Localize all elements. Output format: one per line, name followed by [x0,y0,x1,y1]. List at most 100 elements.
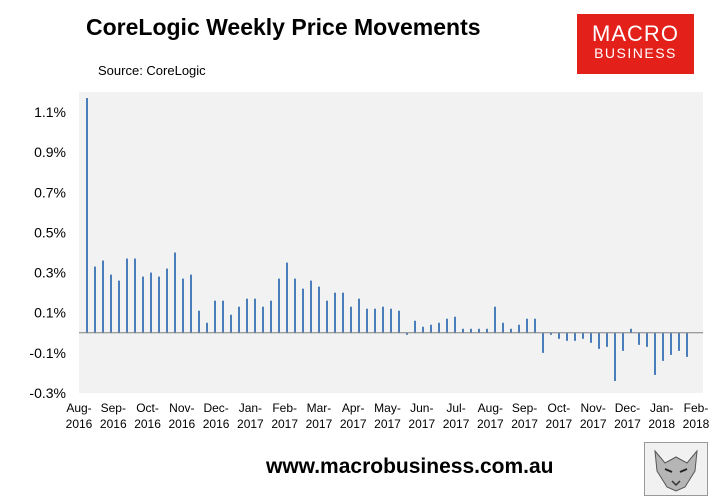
data-bar [286,262,288,333]
data-bar [590,332,592,343]
data-bar [518,324,520,333]
data-bar [198,310,200,333]
data-bar [422,326,424,333]
data-bar [166,268,168,333]
data-bar [270,300,272,333]
data-bar [262,306,264,333]
y-tick-label: 0.7% [34,184,66,200]
data-bar [446,318,448,333]
y-tick-label: 0.3% [34,265,66,281]
data-bar [414,320,416,333]
data-bar [374,308,376,333]
macrobusiness-logo: MACRO BUSINESS [577,14,694,74]
x-tick-label: Dec-2016 [203,401,230,431]
data-bar [622,332,624,351]
x-tick-label: Apr-2017 [340,401,367,431]
x-tick-label: Nov-2016 [168,401,195,431]
logo-line-1: MACRO [592,21,679,46]
data-bar [470,328,472,333]
logo-line-2: BUSINESS [594,45,677,61]
data-bar [462,328,464,333]
data-bar [430,324,432,333]
x-tick-label: Oct-2016 [134,401,161,431]
data-bar [158,276,160,333]
data-bar [294,278,296,333]
data-bar [254,298,256,333]
y-tick-label: 0.9% [34,144,66,160]
data-bar [342,292,344,333]
data-bar [230,314,232,333]
bars [86,98,688,381]
data-bar [582,332,584,339]
x-tick-label: May-2017 [374,401,401,431]
footer-url: www.macrobusiness.com.au [266,455,554,478]
chart-title: CoreLogic Weekly Price Movements [86,14,481,40]
data-bar [238,306,240,333]
x-tick-label: Nov-2017 [580,401,607,431]
x-tick-label: Oct-2017 [546,401,573,431]
x-tick-label: Dec-2017 [614,401,641,431]
plot-area [79,92,703,393]
x-tick-label: Jan-2017 [237,401,264,431]
data-bar [310,280,312,333]
data-bar [630,328,632,333]
data-bar [606,332,608,347]
data-bar [438,322,440,333]
x-tick-label: Feb-2017 [271,401,298,431]
data-bar [654,332,656,375]
data-bar [358,298,360,333]
x-tick-label: Sep-2017 [511,401,538,431]
data-bar [334,292,336,333]
data-bar [190,274,192,333]
y-tick-label: -0.1% [29,345,66,361]
data-bar [326,300,328,333]
x-tick-label: Jul-2017 [443,401,470,431]
x-tick-label: Aug-2016 [66,401,93,431]
data-bar [670,332,672,355]
y-tick-label: -0.3% [29,385,66,401]
data-bar [454,316,456,333]
wolf-icon [644,442,708,496]
data-bar [350,306,352,333]
data-bar [142,276,144,333]
data-bar [494,306,496,333]
y-tick-label: 1.1% [34,104,66,120]
data-bar [86,98,88,333]
data-bar [382,306,384,333]
data-bar [406,332,408,335]
data-bar [222,300,224,333]
x-tick-label: Jan-2018 [648,401,675,431]
x-tick-label: Aug-2017 [477,401,504,431]
data-bar [94,266,96,333]
data-bar [110,274,112,333]
data-bar [318,286,320,333]
data-bar [638,332,640,345]
data-bar [366,308,368,333]
data-bar [526,318,528,333]
x-tick-label: Mar-2017 [306,401,333,431]
data-bar [134,258,136,333]
data-bar [126,258,128,333]
data-bar [686,332,688,357]
data-bar [678,332,680,351]
data-bar [614,332,616,381]
x-tick-label: Feb-2018 [683,401,710,431]
data-bar [662,332,664,361]
x-tick-label: Jun-2017 [408,401,435,431]
data-bar [486,328,488,333]
data-bar [118,280,120,333]
data-bar [150,272,152,333]
data-bar [566,332,568,341]
data-bar [398,310,400,333]
data-bar [302,288,304,333]
data-bar [206,322,208,333]
data-bar [598,332,600,349]
data-bar [174,252,176,333]
data-bar [278,278,280,333]
y-axis: 1.1% 0.9% 0.7% 0.5% 0.3% 0.1% -0.1% -0.3% [29,104,66,401]
x-axis: Aug-2016 Sep-2016 Oct-2016 Nov-2016 Dec-2016… [66,401,710,431]
data-bar [542,332,544,353]
x-tick-label: Sep-2016 [100,401,127,431]
data-bar [646,332,648,347]
